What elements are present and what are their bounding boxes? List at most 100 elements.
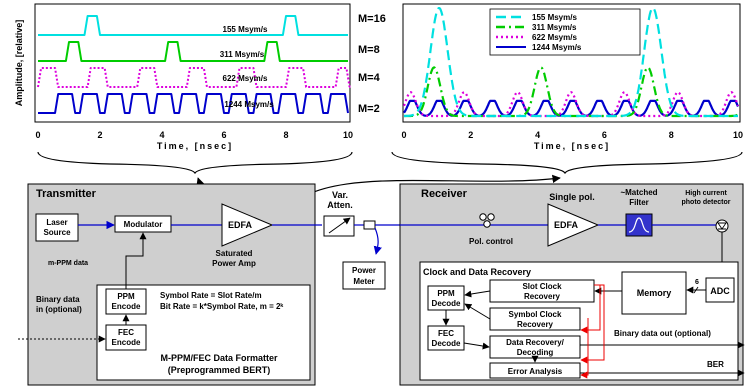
legend-label-155: 155 Msym/s (532, 13, 577, 22)
ppm-encode-label-1: PPM (117, 292, 135, 301)
link-section: Var. Atten. Power Meter (323, 190, 470, 290)
m-label-2: M=2 (358, 103, 380, 115)
tx-edfa-label: EDFA (228, 220, 253, 230)
data-recovery-label-1: Data Recovery/ (506, 338, 565, 347)
slot-clock-label-2: Recovery (524, 292, 561, 301)
ppm-encode-box (105, 288, 147, 315)
symbol-to-error-red (580, 318, 589, 379)
fec-encode-label-1: FEC (118, 328, 134, 337)
slot-to-ppm-arrow (464, 290, 491, 298)
left-traces (37, 15, 351, 114)
right-tick-2: 4 (535, 130, 540, 140)
fec-encode-label-2: Encode (112, 338, 141, 347)
left-label-1: 311 Msym/s (220, 50, 265, 59)
slot-to-recovery-red (580, 284, 605, 364)
adc-box (705, 277, 735, 303)
filter-shape-icon (628, 217, 650, 233)
mppm-data-label: m-PPM data (48, 260, 88, 267)
cdr-title: Clock and Data Recovery (423, 267, 531, 277)
pol-paddle-3 (483, 220, 491, 228)
right-traces (402, 7, 740, 118)
pol-control-paddles (479, 213, 495, 228)
pol-paddle-2 (487, 213, 495, 221)
left-tick-2: 4 (159, 130, 164, 140)
pol-paddle-1 (479, 213, 487, 221)
saturated-label-2: Power Amp (212, 259, 256, 268)
symbol-clock-label-2: Recovery (517, 320, 554, 329)
right-legend: 155 Msym/s 311 Msym/s 622 Msym/s 1244 Ms… (489, 8, 641, 56)
left-trace-1 (38, 41, 348, 62)
slot-clock-feedback-red (580, 285, 601, 334)
laser-label-1: Laser (46, 218, 67, 227)
binary-in-label-2: in (optional) (36, 305, 82, 314)
modulator-label: Modulator (124, 220, 163, 229)
power-meter-label-2: Meter (353, 277, 374, 286)
right-tick-0: 0 (401, 130, 406, 140)
power-meter-box (342, 261, 386, 290)
left-tick-0: 0 (35, 130, 40, 140)
pol-control-label: Pol. control (469, 237, 513, 246)
right-tick-3: 6 (602, 130, 607, 140)
ppm-to-modulator-arrow (125, 232, 147, 289)
m-label-8: M=8 (358, 44, 380, 56)
memory-box (621, 271, 687, 315)
left-brace (37, 151, 353, 175)
laser-source-box (35, 213, 79, 242)
symbol-rate-text: Symbol Rate = Slot Rate/m (160, 291, 262, 300)
left-chart: 155 Msym/s 311 Msym/s 622 Msym/s 1244 Ms… (14, 3, 386, 175)
matched-filter-label-2: Filter (629, 198, 649, 207)
attenuator-arrow (328, 217, 351, 234)
left-series-labels: 155 Msym/s 311 Msym/s 622 Msym/s 1244 Ms… (220, 25, 274, 109)
bus-slash (693, 286, 699, 294)
left-x-ticks: 0 2 4 6 8 10 (35, 130, 353, 140)
right-tick-4: 8 (669, 130, 674, 140)
binary-in-label-1: Binary data (36, 295, 80, 304)
fec-decode-label-2: Decode (432, 339, 461, 348)
right-tick-1: 2 (468, 130, 473, 140)
receiver-title: Receiver (421, 188, 468, 200)
matched-filter-box (625, 213, 653, 237)
symbol-to-ppm-arrow (464, 303, 491, 320)
bus-width-label: 6 (695, 279, 699, 286)
m-label-4: M=4 (358, 72, 381, 84)
right-trace-0 (403, 7, 739, 118)
left-trace-0 (38, 15, 348, 36)
saturated-label-1: Saturated (216, 249, 253, 258)
right-x-axis-label: Time, [nsec] (534, 141, 610, 151)
left-tick-4: 8 (283, 130, 288, 140)
left-x-axis-label: Time, [nsec] (157, 141, 233, 151)
diode-symbol-icon (717, 222, 727, 230)
symbol-clock-label-1: Symbol Clock (509, 310, 562, 319)
ppm-encode-label-2: Encode (112, 302, 141, 311)
rx-edfa-triangle (547, 203, 600, 247)
transmitter-title: Transmitter (36, 188, 97, 200)
tap-to-meter-fiber (373, 227, 382, 255)
modulator-box (114, 215, 172, 233)
left-tick-3: 6 (221, 130, 226, 140)
adc-label: ADC (710, 286, 730, 296)
receiver-panel: Receiver Pol. control Single pol. EDFA ~… (399, 183, 745, 386)
left-tick-1: 2 (97, 130, 102, 140)
fec-encode-box (105, 324, 147, 351)
right-chart: 155 Msym/s 311 Msym/s 622 Msym/s 1244 Ms… (391, 3, 743, 175)
ppm-decode-label-2: Decode (432, 299, 461, 308)
laser-label-2: Source (43, 228, 71, 237)
right-tick-5: 10 (733, 130, 743, 140)
fec-decode-label-1: FEC (438, 329, 454, 338)
fec-to-recovery-arrow (463, 342, 490, 350)
atten-label-2: Atten. (327, 200, 353, 210)
tx-edfa-triangle (221, 203, 274, 247)
left-label-2: 622 Msym/s (223, 74, 268, 83)
ber-label: BER (707, 360, 724, 369)
tap-coupler (363, 220, 376, 230)
error-analysis-label: Error Analysis (508, 367, 563, 376)
detector-label-1: High current (685, 190, 727, 197)
formatter-label-2: (Preprogrammed BERT) (168, 365, 271, 375)
right-brace (391, 151, 743, 175)
photodetector-icon (715, 219, 729, 233)
atten-label-1: Var. (332, 190, 348, 200)
single-pol-label: Single pol. (549, 192, 595, 202)
matched-filter-label-1: ~Matched (620, 188, 657, 197)
detector-label-2: photo detector (682, 199, 731, 206)
